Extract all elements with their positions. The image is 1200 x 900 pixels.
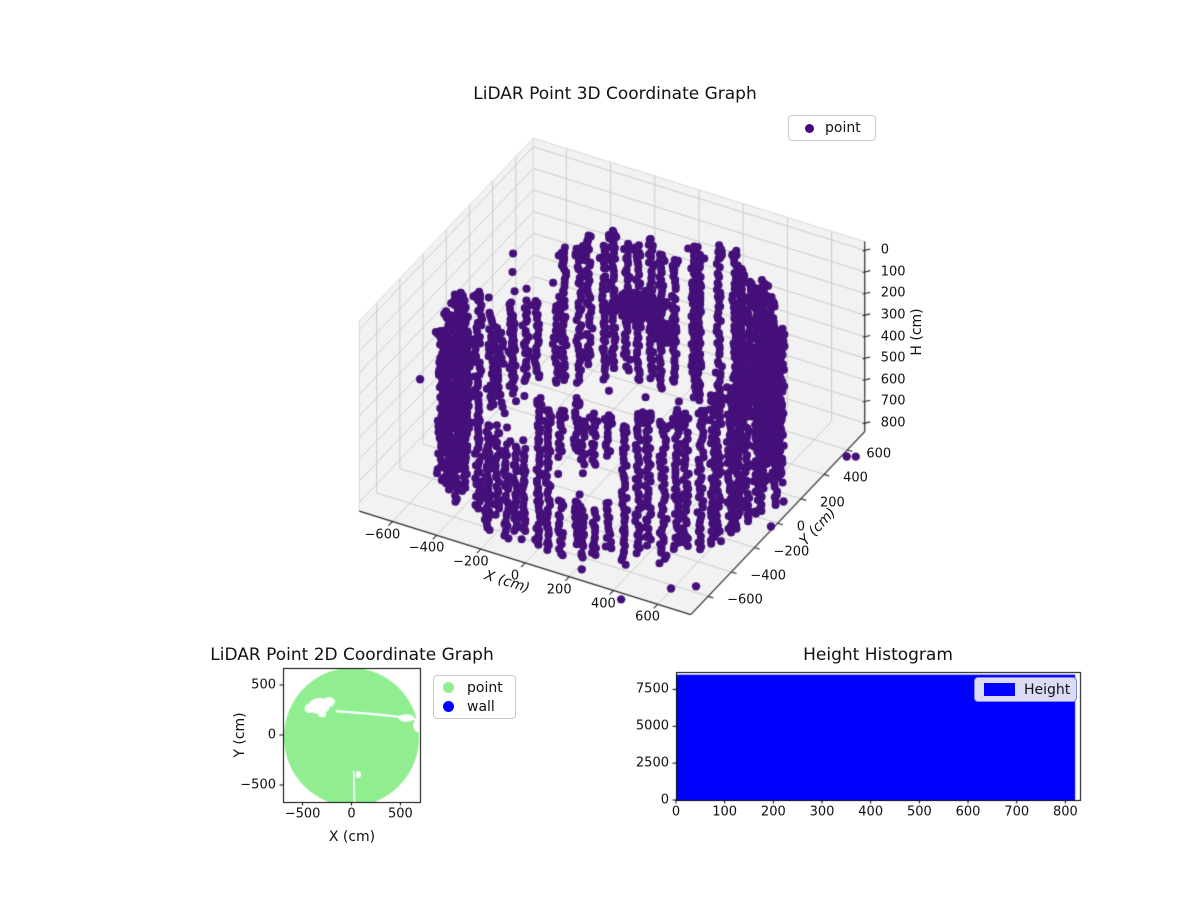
hist-x-tick-label: 100: [712, 804, 738, 820]
2d-legend-row-wall: wall: [443, 697, 515, 716]
3d-h-tick-label: 100: [880, 264, 906, 280]
hist-y-tick-label: 7500: [635, 681, 669, 697]
3d-y-tick-label: 400: [843, 470, 868, 486]
hist-x-tick-label: 200: [760, 804, 786, 820]
3d-x-tick-label: −200: [452, 554, 489, 570]
2d-legend-label-wall: wall: [467, 698, 495, 715]
3d-h-tick-label: 500: [880, 350, 906, 366]
3d-y-tick-label: 600: [866, 446, 892, 462]
3d-y-tick-label: 200: [819, 495, 845, 511]
3d-chart-title: LiDAR Point 3D Coordinate Graph: [473, 84, 757, 104]
2d-legend-label-point: point: [467, 679, 503, 696]
histogram-title: Height Histogram: [803, 645, 953, 665]
2d-y-axis-label: Y (cm): [232, 712, 248, 758]
3d-h-axis-label: H (cm): [909, 308, 925, 356]
3d-x-tick-label: 200: [546, 582, 572, 598]
hist-x-tick-label: 600: [955, 804, 981, 820]
2d-x-tick-label: 500: [388, 806, 413, 822]
histogram-legend-row: Height: [984, 680, 1076, 699]
histogram-legend-label: Height: [1024, 681, 1071, 698]
3d-h-tick-label: 400: [880, 329, 906, 345]
3d-x-tick-label: 0: [510, 568, 520, 584]
3d-y-tick-label: −400: [750, 568, 787, 584]
2d-x-axis-label: X (cm): [328, 829, 376, 845]
hist-y-tick-label: 2500: [635, 755, 669, 771]
2d-chart-title: LiDAR Point 2D Coordinate Graph: [210, 645, 494, 665]
3d-legend-row: point: [805, 119, 875, 138]
3d-h-tick-label: 0: [880, 242, 890, 258]
3d-x-tick-label: −600: [364, 527, 401, 543]
3d-legend: point: [788, 115, 876, 141]
2d-x-tick-label: −500: [284, 806, 321, 822]
point-marker-icon: [805, 123, 814, 133]
wall-marker-icon: [443, 701, 454, 712]
2d-y-tick-label: 0: [267, 727, 276, 743]
3d-x-tick-label: 600: [635, 609, 661, 625]
hist-x-tick-label: 800: [1052, 804, 1078, 820]
2d-x-tick-label: 0: [347, 806, 356, 822]
hist-x-tick-label: 300: [809, 804, 835, 820]
3d-h-tick-label: 800: [880, 415, 906, 431]
hist-y-tick-label: 0: [660, 792, 669, 808]
histogram-legend: Height: [974, 677, 1077, 702]
2d-legend-row-point: point: [443, 678, 515, 697]
3d-h-tick-label: 700: [880, 393, 906, 409]
3d-y-tick-label: 0: [796, 519, 806, 535]
point-marker-icon: [443, 682, 454, 693]
3d-x-tick-label: −400: [408, 540, 445, 556]
height-swatch-icon: [984, 683, 1015, 696]
hist-x-tick-label: 700: [1004, 804, 1030, 820]
hist-x-tick-label: 500: [906, 804, 932, 820]
2d-legend: point wall: [433, 675, 516, 719]
2d-y-tick-label: 500: [251, 677, 276, 693]
3d-x-tick-label: 400: [590, 596, 616, 612]
2d-y-tick-label: −500: [240, 777, 276, 793]
3d-y-tick-label: −600: [727, 592, 763, 608]
hist-y-tick-label: 5000: [635, 718, 669, 734]
hist-x-tick-label: 0: [671, 804, 681, 820]
3d-h-tick-label: 200: [880, 285, 906, 301]
3d-h-tick-label: 600: [880, 372, 906, 388]
hist-x-tick-label: 400: [858, 804, 884, 820]
3d-h-tick-label: 300: [880, 307, 906, 323]
3d-legend-label: point: [825, 120, 861, 136]
3d-y-tick-label: −200: [773, 544, 810, 560]
